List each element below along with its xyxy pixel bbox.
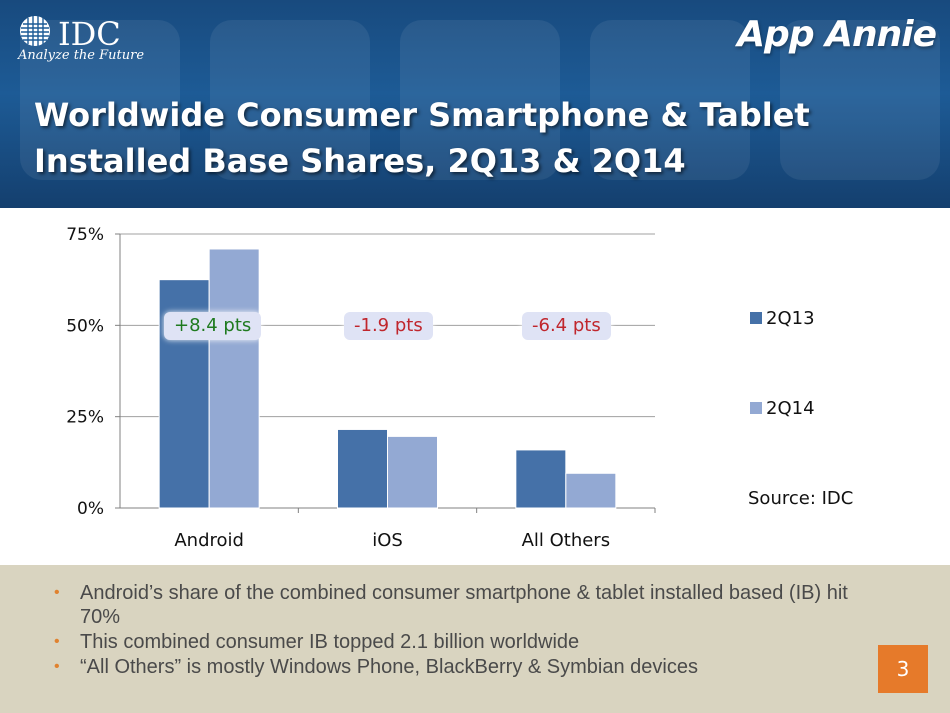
- bar-2q14-all-others: [565, 472, 617, 509]
- legend-item-2q14: 2Q14: [750, 398, 815, 419]
- idc-tagline: Analyze the Future: [18, 48, 145, 63]
- bar-2q13-ios: [337, 428, 388, 509]
- legend-swatch-2q13: [750, 312, 762, 324]
- legend-label-2q14: 2Q14: [766, 398, 815, 419]
- idc-logo-text: IDC: [58, 15, 121, 48]
- idc-logo: IDC: [20, 15, 121, 48]
- bar-2q14-ios: [387, 435, 438, 509]
- x-tick-label: Android: [174, 530, 244, 551]
- ios-change-callout: -1.9 pts: [344, 312, 433, 340]
- background-tile: [400, 20, 560, 180]
- y-tick-label: 75%: [66, 225, 104, 245]
- x-tick-label: iOS: [372, 530, 403, 551]
- others-change-callout: -6.4 pts: [522, 312, 611, 340]
- x-tick-label: All Others: [522, 530, 611, 551]
- bullet-item: This combined consumer IB topped 2.1 bil…: [48, 630, 868, 654]
- app-annie-logo: App Annie: [737, 14, 937, 55]
- notes-panel: Android’s share of the combined consumer…: [0, 565, 950, 713]
- background-tile: [210, 20, 370, 180]
- page-number: 3: [878, 645, 928, 693]
- background-tile: [20, 20, 180, 180]
- bar-chart: 0% 25% 50% 75% Android iOS All Others: [66, 225, 656, 551]
- background-tile: [590, 20, 750, 180]
- legend-item-2q13: 2Q13: [750, 308, 815, 329]
- background-tile: [780, 20, 940, 180]
- legend-label-2q13: 2Q13: [766, 308, 815, 329]
- title-line-2: Installed Base Shares, 2Q13 & 2Q14: [34, 142, 686, 180]
- page-title: Worldwide Consumer Smartphone & Tablet I…: [34, 92, 914, 184]
- y-tick-label: 50%: [66, 316, 104, 336]
- source-note: Source: IDC: [748, 488, 854, 509]
- y-tick-label: 25%: [66, 408, 104, 428]
- bar-2q13-all-others: [515, 449, 567, 509]
- android-change-callout: +8.4 pts: [164, 312, 262, 340]
- bullet-item: Android’s share of the combined consumer…: [48, 581, 868, 629]
- chart-area: 0% 25% 50% 75% Android iOS All Others +8.4 pts…: [0, 208, 950, 563]
- title-line-1: Worldwide Consumer Smartphone & Tablet: [34, 96, 810, 134]
- y-tick-label: 0%: [77, 499, 104, 519]
- bar-2q14-android: [208, 248, 260, 509]
- header-banner: IDC Analyze the Future App Annie Worldwi…: [0, 0, 950, 208]
- legend-swatch-2q14: [750, 402, 762, 414]
- bullet-list: Android’s share of the combined consumer…: [48, 581, 868, 680]
- bullet-item: “All Others” is mostly Windows Phone, Bl…: [48, 655, 868, 679]
